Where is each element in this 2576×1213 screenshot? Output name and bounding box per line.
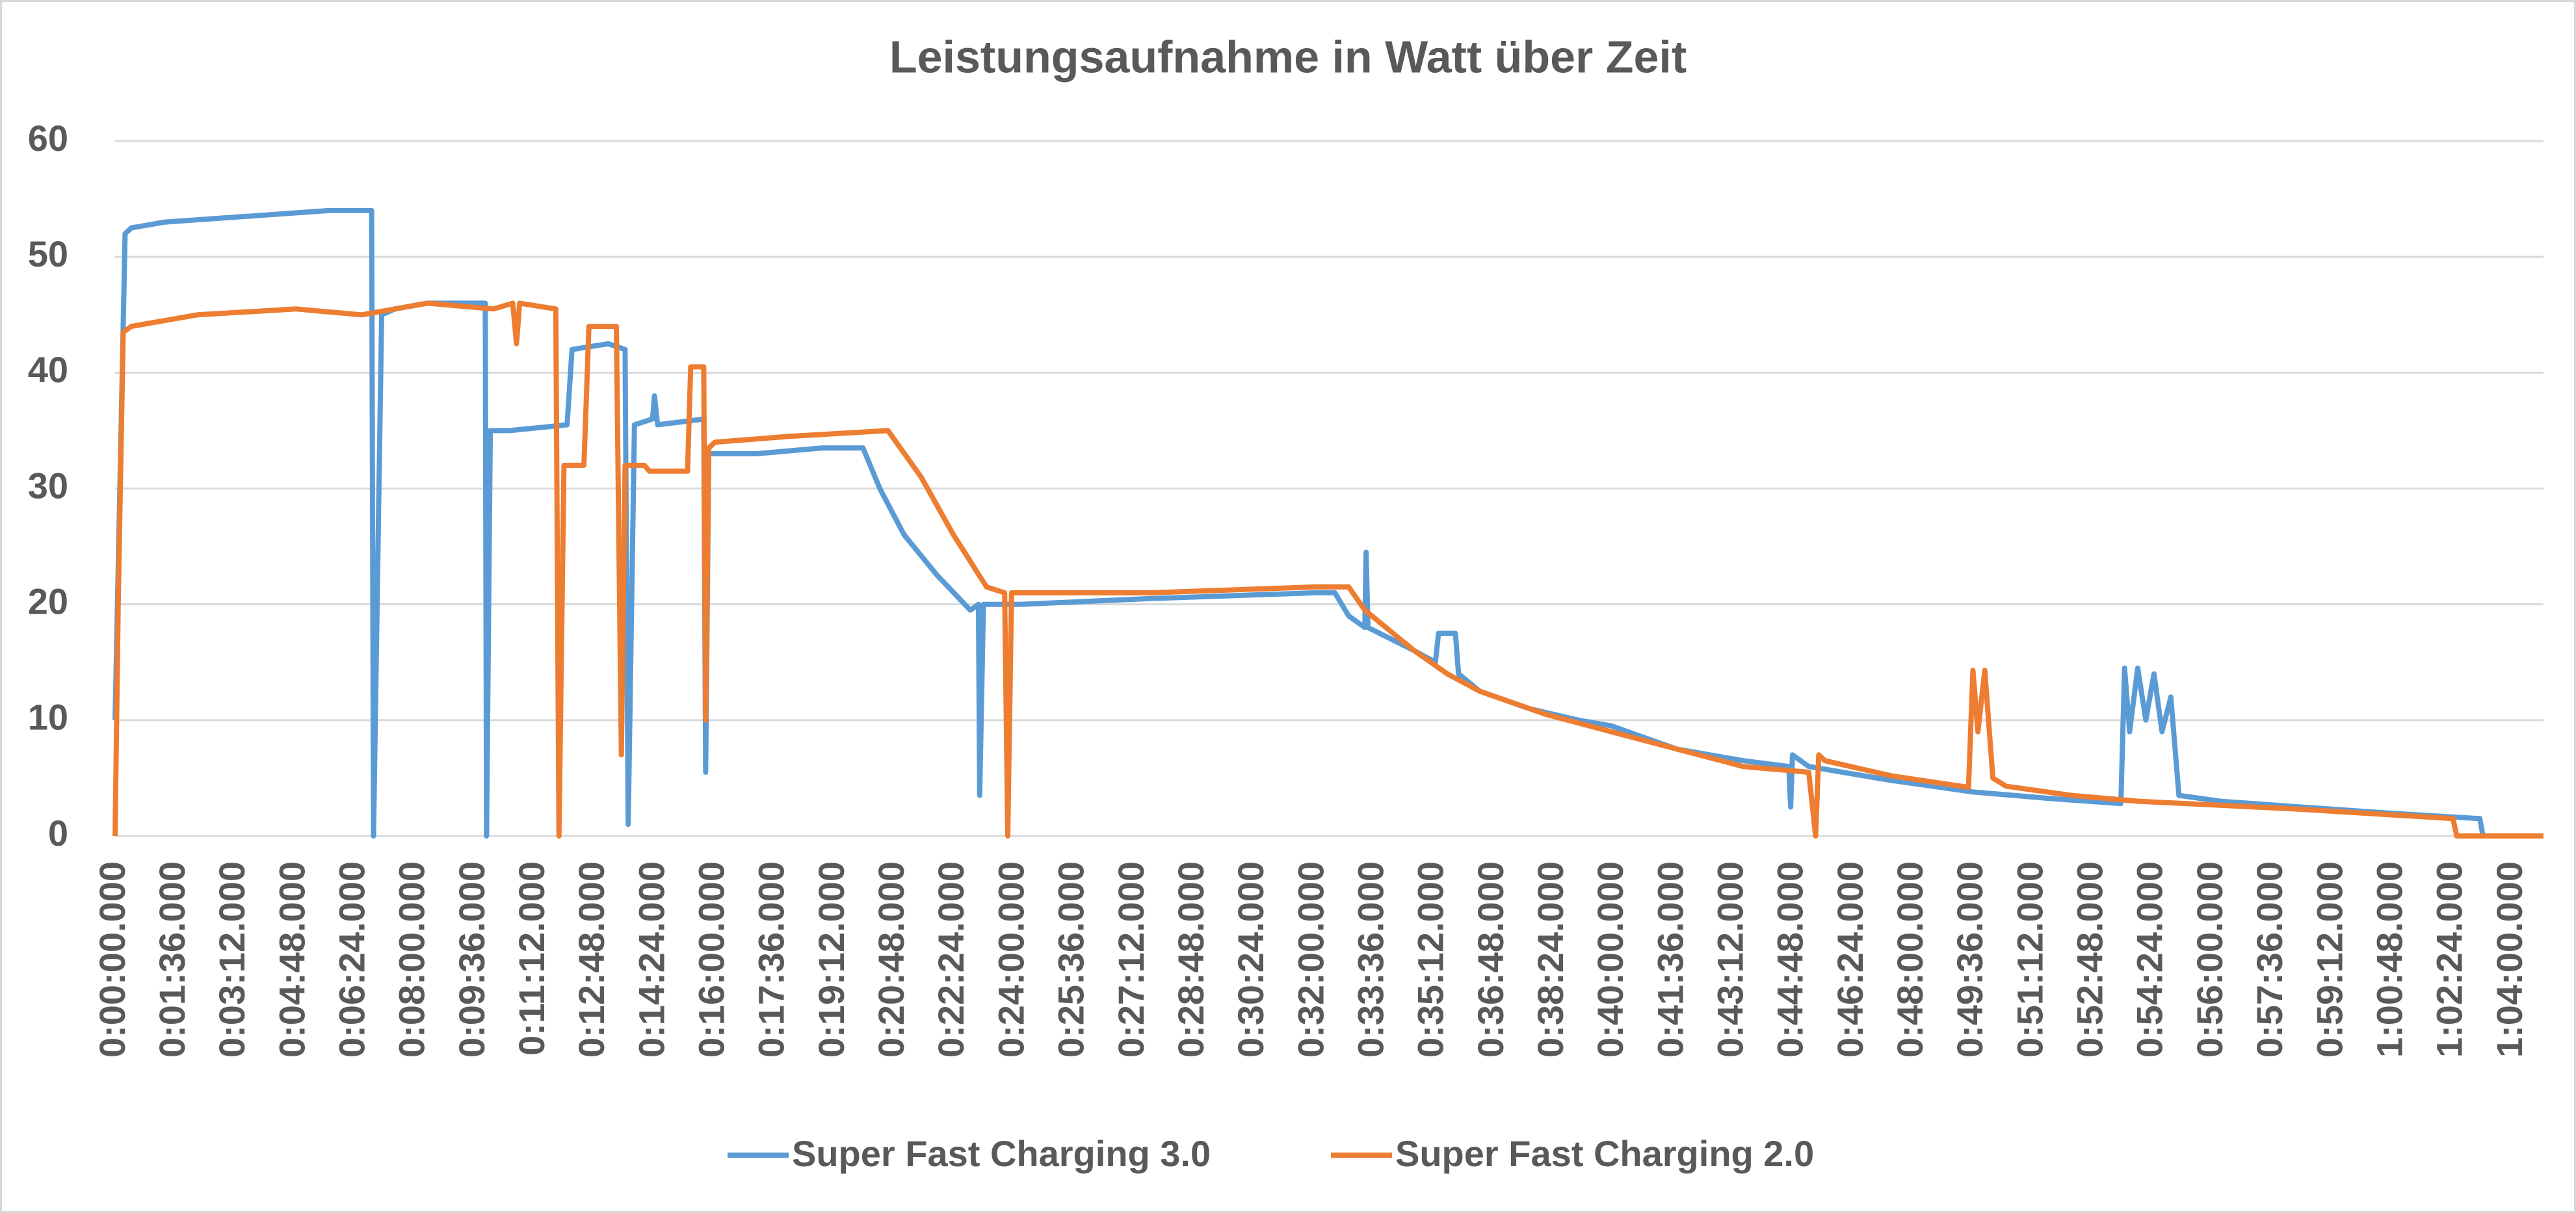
x-tick-label: 0:30:24.000 <box>1230 861 1271 1058</box>
x-tick-label: 0:52:48.000 <box>2070 861 2110 1058</box>
x-tick-label: 0:54:24.000 <box>2129 861 2170 1058</box>
x-tick-label: 0:56:00.000 <box>2189 861 2230 1058</box>
x-tick-label: 0:32:00.000 <box>1290 861 1331 1058</box>
x-tick-label: 0:48:00.000 <box>1889 861 1930 1058</box>
x-tick-label: 0:41:36.000 <box>1649 861 1690 1058</box>
y-tick-label: 50 <box>28 233 68 274</box>
x-tick-label: 0:49:36.000 <box>1949 861 1990 1058</box>
x-tick-label: 1:02:24.000 <box>2429 861 2470 1058</box>
x-tick-label: 0:25:36.000 <box>1051 861 1092 1058</box>
x-tick-label: 0:01:36.000 <box>151 861 192 1058</box>
x-tick-label: 1:04:00.000 <box>2489 861 2530 1058</box>
series-line <box>112 207 2543 839</box>
y-tick-label: 60 <box>28 118 68 159</box>
x-tick-label: 0:19:12.000 <box>811 861 852 1058</box>
y-tick-label: 20 <box>28 580 68 621</box>
x-tick-label: 0:44:48.000 <box>1770 861 1811 1058</box>
x-tick-label: 0:43:12.000 <box>1710 861 1751 1058</box>
x-tick-label: 0:27:12.000 <box>1111 861 1151 1058</box>
x-tick-label: 0:36:48.000 <box>1470 861 1511 1058</box>
x-tick-label: 1:00:48.000 <box>2369 861 2410 1058</box>
x-tick-label: 0:14:24.000 <box>631 861 672 1058</box>
chart-title: Leistungsaufnahme in Watt über Zeit <box>889 31 1687 82</box>
x-tick-label: 0:20:48.000 <box>871 861 912 1058</box>
x-tick-label: 0:35:12.000 <box>1410 861 1451 1058</box>
x-tick-label: 0:57:36.000 <box>2249 861 2290 1058</box>
x-tick-label: 0:04:48.000 <box>271 861 312 1058</box>
x-tick-label: 0:09:36.000 <box>451 861 492 1058</box>
y-tick-label: 30 <box>28 465 68 506</box>
legend-label: Super Fast Charging 3.0 <box>792 1133 1211 1174</box>
x-tick-label: 0:28:48.000 <box>1170 861 1211 1058</box>
y-tick-label: 10 <box>28 697 68 738</box>
y-tick-label: 0 <box>48 813 68 854</box>
x-tick-label: 0:33:36.000 <box>1350 861 1391 1058</box>
series-line <box>112 300 2543 839</box>
x-tick-label: 0:06:24.000 <box>331 861 372 1058</box>
x-tick-label: 0:46:24.000 <box>1830 861 1871 1058</box>
x-tick-label: 0:51:12.000 <box>2009 861 2050 1058</box>
y-tick-label: 40 <box>28 349 68 390</box>
x-tick-label: 0:17:36.000 <box>751 861 792 1058</box>
x-tick-label: 0:03:12.000 <box>211 861 252 1058</box>
x-tick-label: 0:00:00.000 <box>92 861 133 1058</box>
legend-label: Super Fast Charging 2.0 <box>1395 1133 1814 1174</box>
x-tick-label: 0:12:48.000 <box>571 861 612 1058</box>
x-tick-label: 0:16:00.000 <box>691 861 732 1058</box>
x-tick-label: 0:22:24.000 <box>930 861 971 1058</box>
x-tick-label: 0:24:00.000 <box>990 861 1031 1058</box>
x-tick-label: 0:40:00.000 <box>1590 861 1631 1058</box>
x-tick-label: 0:08:00.000 <box>391 861 432 1058</box>
x-tick-label: 0:11:12.000 <box>511 861 552 1056</box>
x-tick-label: 0:38:24.000 <box>1530 861 1571 1058</box>
x-tick-label: 0:59:12.000 <box>2309 861 2350 1058</box>
